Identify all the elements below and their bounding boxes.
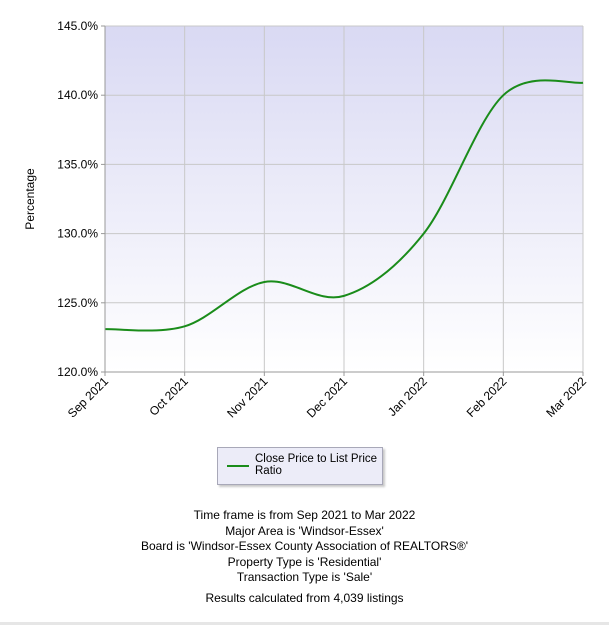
info-timeframe: Time frame is from Sep 2021 to Mar 2022 <box>193 508 416 522</box>
bottom-border <box>0 622 609 625</box>
legend-label: Close Price to List Price Ratio <box>255 453 378 477</box>
info-major-area: Major Area is 'Windsor-Essex' <box>225 523 384 538</box>
series-line-close-to-list-ratio <box>104 79 584 332</box>
x-tick-label: Oct 2021 <box>146 374 191 419</box>
legend-swatch <box>227 465 249 467</box>
y-tick-label: 145.0% <box>57 19 98 33</box>
x-tick-label: Sep 2021 <box>65 374 111 420</box>
y-tick-label: 125.0% <box>57 296 98 310</box>
y-axis-title: Percentage <box>23 168 37 230</box>
info-block: Time frame is from Sep 2021 to Mar 2022 … <box>0 508 609 606</box>
x-tick-label: Dec 2021 <box>304 374 350 420</box>
y-tick-label: 135.0% <box>57 157 98 171</box>
info-property-type: Property Type is 'Residential' <box>227 554 382 569</box>
y-tick-label: 120.0% <box>57 365 98 379</box>
x-tick-label: Jan 2022 <box>385 374 430 419</box>
line-chart: 120.0% 125.0% 130.0% 135.0% 140.0% 145.0% Sep… <box>23 19 589 420</box>
info-transaction-type: Transaction Type is 'Sale' <box>236 570 373 584</box>
x-tick-label: Mar 2022 <box>543 374 589 420</box>
x-tick-label: Feb 2022 <box>464 374 510 420</box>
y-tick-label: 130.0% <box>57 227 98 241</box>
legend: Close Price to List Price Ratio <box>217 447 383 485</box>
info-board: Board is 'Windsor-Essex County Associati… <box>140 539 469 553</box>
y-tick-label: 140.0% <box>57 88 98 102</box>
info-results: Results calculated from 4,039 listings <box>205 590 404 605</box>
x-tick-label: Nov 2021 <box>224 374 270 420</box>
